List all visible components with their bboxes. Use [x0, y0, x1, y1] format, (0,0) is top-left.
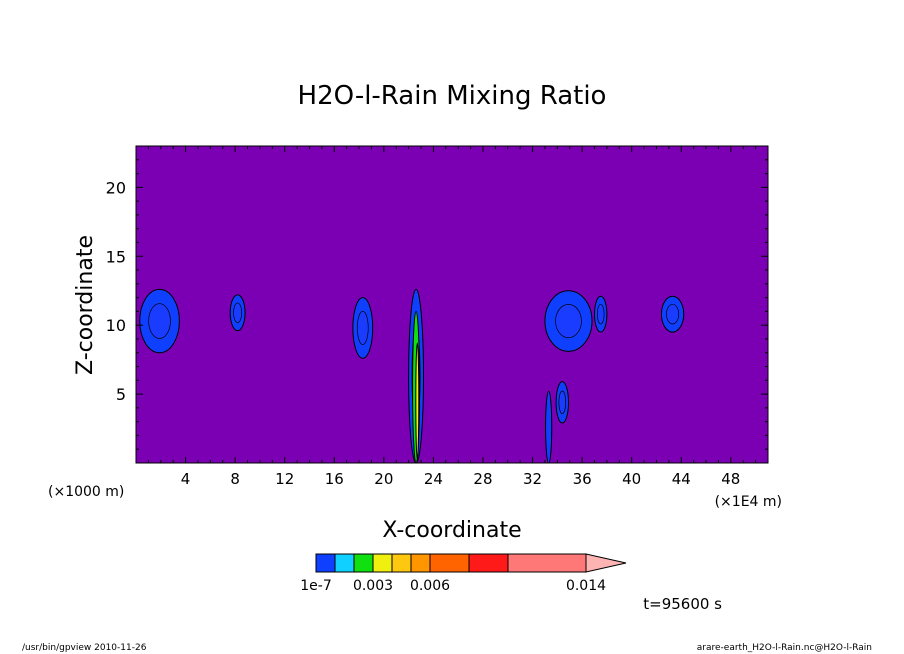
x-tick-label: 36: [573, 470, 592, 488]
rain-cell-inner: [233, 302, 243, 323]
y-tick-label: 20: [106, 178, 126, 197]
colorbar: 1e-7 0.003 0.006 0.014: [300, 553, 627, 594]
rain-cell-inner: [148, 303, 171, 339]
x-tick-label: 16: [325, 470, 344, 488]
rain-cell-inner: [555, 304, 582, 339]
colorbar-label: 0.006: [410, 578, 450, 594]
colorbar-label: 0.003: [353, 578, 393, 594]
x-unit-right: (×1E4 m): [715, 494, 782, 510]
colorbar-segment: [410, 553, 431, 573]
colorbar-segment: [391, 553, 412, 573]
x-axis-label: X-coordinate: [382, 518, 521, 543]
colorbar-segment: [315, 553, 336, 573]
time-label: t=95600 s: [643, 595, 722, 613]
rain-cell-inner: [666, 303, 680, 325]
colorbar-segment: [334, 553, 355, 573]
y-tick-label: 10: [106, 316, 126, 335]
x-tick-label: 20: [374, 470, 393, 488]
y-axis: 5 10 15 20: [106, 159, 768, 450]
footer-left: /usr/bin/gpview 2010-11-26: [22, 643, 147, 653]
rain-cell: [545, 390, 553, 463]
colorbar-segment: [372, 553, 393, 573]
contour-features: [139, 288, 685, 463]
rain-cell-inner: [596, 303, 605, 325]
plot-frame: [135, 145, 769, 464]
y-tick-label: 15: [106, 247, 126, 266]
x-axis: 4 8 12 16 20 24 28 32 36 40 44 48: [147, 146, 757, 488]
colorbar-label: 1e-7: [300, 578, 331, 594]
rain-cell-inner: [558, 390, 567, 415]
colorbar-extend-arrow: [585, 553, 627, 573]
rain-cell-inner: [356, 310, 369, 345]
y-axis-label: Z-coordinate: [73, 235, 98, 375]
x-tick-label: 48: [721, 470, 740, 488]
chart-title: H2O-l-Rain Mixing Ratio: [298, 81, 607, 111]
x-tick-label: 32: [523, 470, 542, 488]
colorbar-segment: [429, 553, 470, 573]
footer-right: arare-earth_H2O-l-Rain.nc@H2O-l-Rain: [697, 643, 872, 653]
y-tick-label: 5: [116, 385, 126, 404]
colorbar-segment: [353, 553, 374, 573]
colorbar-segment: [507, 553, 587, 573]
x-tick-label: 44: [672, 470, 691, 488]
x-tick-label: 28: [473, 470, 492, 488]
colorbar-label: 0.014: [566, 578, 606, 594]
x-tick-label: 12: [275, 470, 294, 488]
x-tick-label: 40: [622, 470, 641, 488]
x-tick-label: 4: [181, 470, 191, 488]
colorbar-segment: [468, 553, 509, 573]
rain-core: [415, 342, 420, 460]
x-tick-label: 8: [230, 470, 240, 488]
x-tick-label: 24: [424, 470, 443, 488]
x-unit-left: (×1000 m): [48, 484, 124, 500]
